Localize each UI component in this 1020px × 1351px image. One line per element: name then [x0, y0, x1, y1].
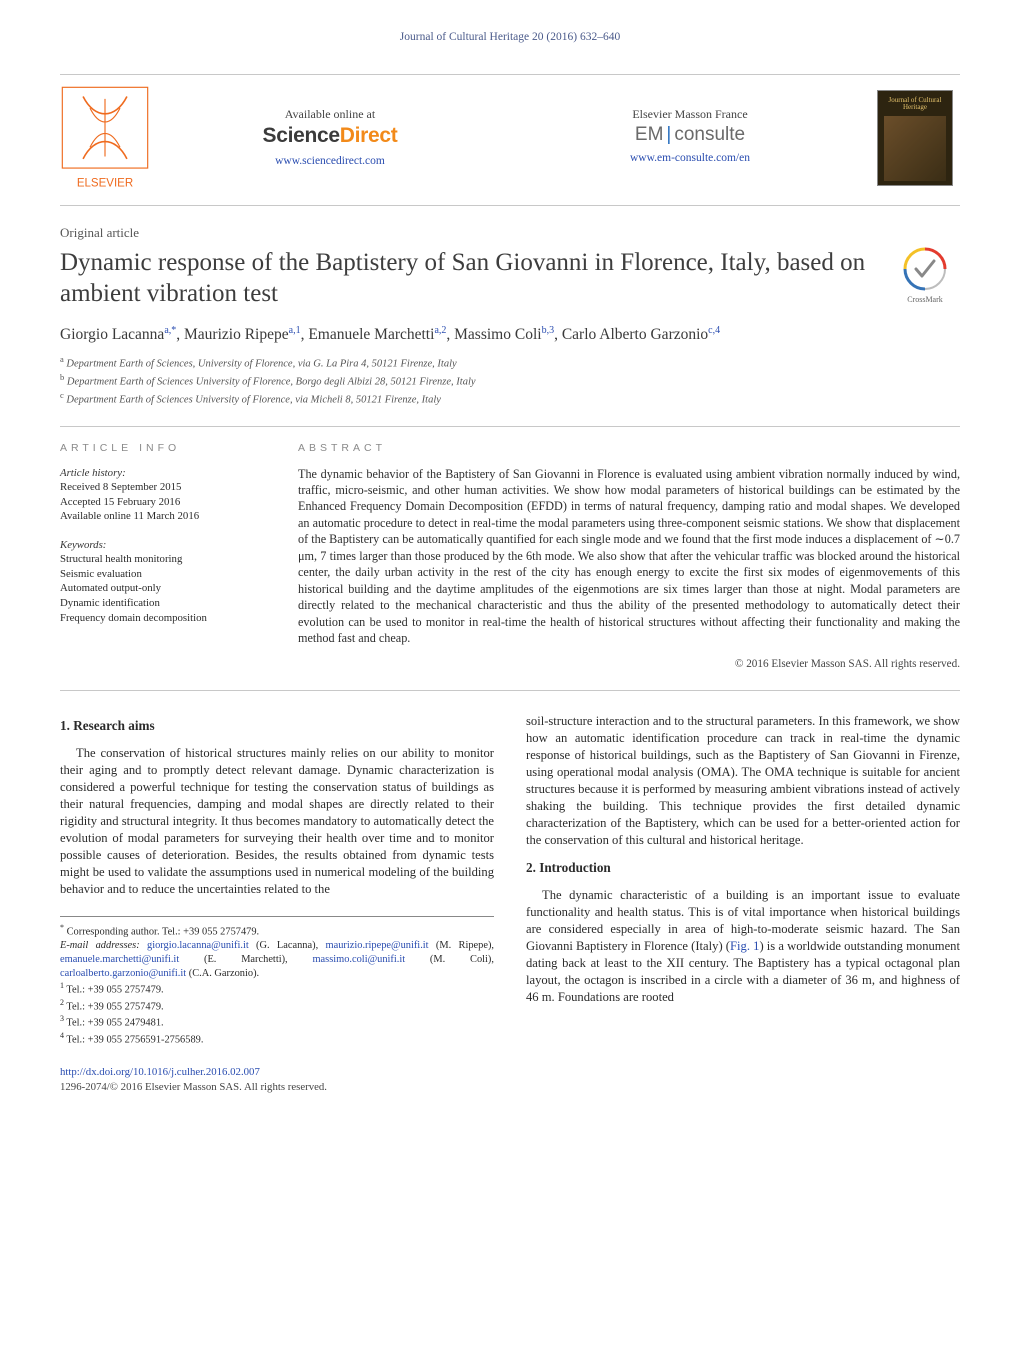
- crossmark-badge[interactable]: CrossMark: [890, 247, 960, 306]
- email-owner: (C.A. Garzonio).: [186, 968, 259, 979]
- author: Giorgio Lacannaa,*: [60, 326, 176, 343]
- footnotes-block: * Corresponding author. Tel.: +39 055 27…: [60, 916, 494, 1048]
- section-heading-research-aims: 1. Research aims: [60, 717, 494, 735]
- corresponding-note: Corresponding author. Tel.: +39 055 2757…: [67, 926, 260, 937]
- journal-cover: Journal of Cultural Heritage: [870, 90, 960, 186]
- em-consulte-link[interactable]: www.em-consulte.com/en: [630, 152, 750, 164]
- keyword: Automated output-only: [60, 581, 270, 596]
- email-link[interactable]: maurizio.ripepe@unifi.it: [318, 940, 428, 951]
- body-column-right: soil-structure interaction and to the st…: [526, 713, 960, 1048]
- running-head: Journal of Cultural Heritage 20 (2016) 6…: [60, 30, 960, 46]
- article-title: Dynamic response of the Baptistery of Sa…: [60, 247, 876, 310]
- keyword: Seismic evaluation: [60, 567, 270, 582]
- abstract-block: abstract The dynamic behavior of the Bap…: [298, 441, 960, 671]
- keyword: Dynamic identification: [60, 596, 270, 611]
- history-line: Available online 11 March 2016: [60, 509, 270, 524]
- email-owner: (E. Marchetti),: [179, 954, 287, 965]
- email-label: E-mail addresses:: [60, 940, 140, 951]
- sciencedirect-logo: ScienceDirect: [150, 122, 510, 150]
- tel-line: 1 Tel.: +39 055 2757479.: [60, 981, 494, 998]
- affiliation-list: a Department Earth of Sciences, Universi…: [60, 354, 960, 409]
- abstract-text: The dynamic behavior of the Baptistery o…: [298, 466, 960, 647]
- doi-block: http://dx.doi.org/10.1016/j.culher.2016.…: [60, 1065, 960, 1080]
- email-link[interactable]: carloalberto.garzonio@unifi.it: [60, 968, 186, 979]
- running-journal: Journal of Cultural Heritage: [400, 31, 529, 43]
- history-label: Article history:: [60, 466, 270, 481]
- email-owner: (M. Ripepe),: [429, 940, 494, 951]
- sciencedirect-link[interactable]: www.sciencedirect.com: [275, 155, 385, 167]
- masson-label: Elsevier Masson France: [510, 106, 870, 122]
- research-aims-continued: soil-structure interaction and to the st…: [526, 713, 960, 849]
- article-type-label: Original article: [60, 224, 960, 242]
- author: Emanuele Marchettia,2: [308, 326, 446, 343]
- article-info-heading: article info: [60, 441, 270, 455]
- abstract-copyright: © 2016 Elsevier Masson SAS. All rights r…: [298, 657, 960, 672]
- available-online-label: Available online at: [150, 106, 510, 122]
- elsevier-logo: ELSEVIER: [60, 85, 150, 191]
- email-link[interactable]: emanuele.marchetti@unifi.it: [60, 954, 179, 965]
- crossmark-label: CrossMark: [890, 295, 960, 306]
- history-line: Accepted 15 February 2016: [60, 495, 270, 510]
- svg-text:ELSEVIER: ELSEVIER: [77, 177, 133, 189]
- em-consulte-logo: EM|consulte: [510, 122, 870, 148]
- email-link[interactable]: massimo.coli@unifi.it: [288, 954, 405, 965]
- doi-link[interactable]: http://dx.doi.org/10.1016/j.culher.2016.…: [60, 1066, 260, 1078]
- email-link[interactable]: giorgio.lacanna@unifi.it: [147, 940, 249, 951]
- history-line: Received 8 September 2015: [60, 480, 270, 495]
- keywords-label: Keywords:: [60, 538, 270, 553]
- email-owner: (G. Lacanna),: [249, 940, 318, 951]
- email-owner: (M. Coli),: [405, 954, 494, 965]
- keyword: Structural health monitoring: [60, 552, 270, 567]
- em-consulte-block: Elsevier Masson France EM|consulte www.e…: [510, 106, 870, 169]
- keyword: Frequency domain decomposition: [60, 611, 270, 626]
- research-aims-para: The conservation of historical structure…: [60, 745, 494, 898]
- affiliation: b Department Earth of Sciences Universit…: [60, 372, 960, 390]
- author: Maurizio Ripepea,1: [184, 326, 301, 343]
- author-list: Giorgio Lacannaa,*, Maurizio Ripepea,1, …: [60, 324, 960, 346]
- figure-link-1[interactable]: Fig. 1: [730, 939, 759, 953]
- author: Carlo Alberto Garzonioc,4: [562, 326, 720, 343]
- section-heading-introduction: 2. Introduction: [526, 859, 960, 877]
- author: Massimo Colib,3: [454, 326, 554, 343]
- affiliation: a Department Earth of Sciences, Universi…: [60, 354, 960, 372]
- introduction-para: The dynamic characteristic of a building…: [526, 887, 960, 1006]
- tel-line: 3 Tel.: +39 055 2479481.: [60, 1014, 494, 1031]
- tel-line: 4 Tel.: +39 055 2756591-2756589.: [60, 1031, 494, 1048]
- abstract-heading: abstract: [298, 441, 960, 455]
- body-column-left: 1. Research aims The conservation of his…: [60, 713, 494, 1048]
- journal-cover-image: [884, 116, 946, 181]
- issn-copyright: 1296-2074/© 2016 Elsevier Masson SAS. Al…: [60, 1080, 960, 1095]
- sciencedirect-block: Available online at ScienceDirect www.sc…: [150, 106, 510, 169]
- publisher-banner: ELSEVIER Available online at ScienceDire…: [60, 74, 960, 206]
- affiliation: c Department Earth of Sciences Universit…: [60, 390, 960, 408]
- tel-line: 2 Tel.: +39 055 2757479.: [60, 998, 494, 1015]
- article-info-block: article info Article history: Received 8…: [60, 441, 270, 671]
